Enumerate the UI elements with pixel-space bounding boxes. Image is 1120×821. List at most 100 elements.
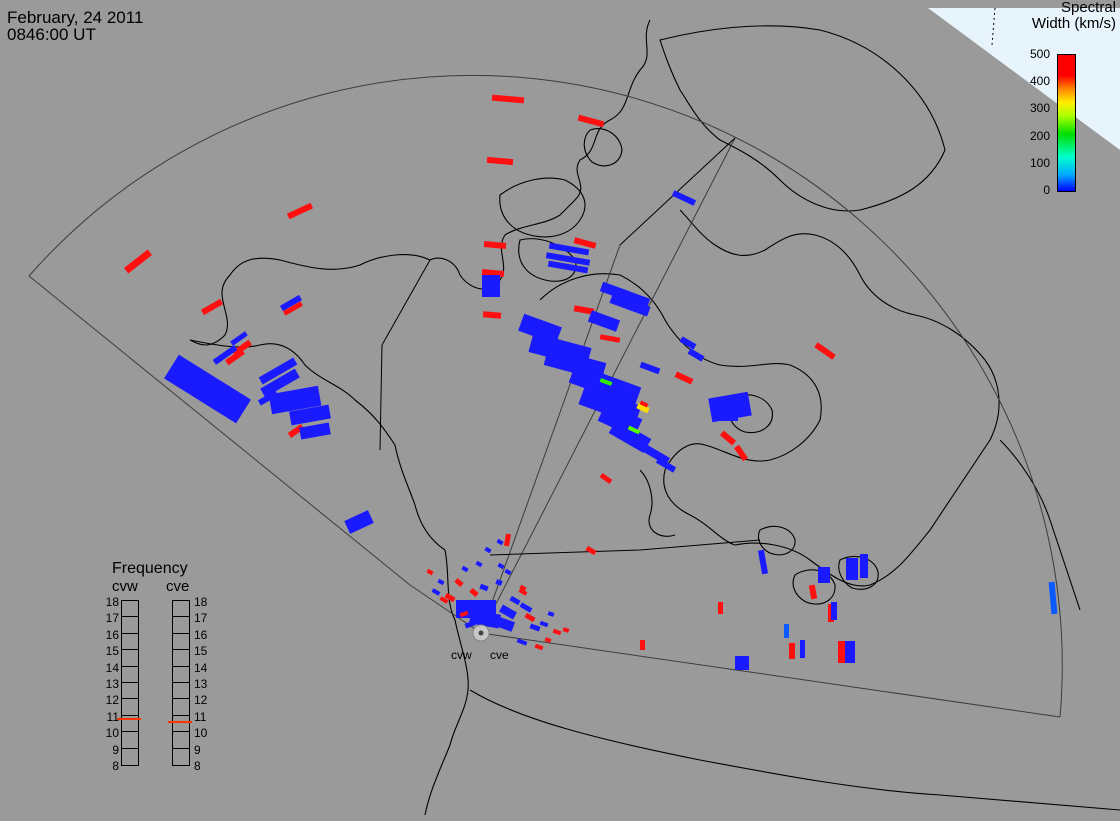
echo-cell	[831, 602, 837, 620]
echo-cell	[640, 443, 670, 465]
frequency-cell	[173, 683, 189, 700]
echo-cell	[547, 611, 555, 617]
frequency-cell	[122, 617, 138, 634]
colorbar-tick-label: 400	[1029, 74, 1050, 89]
echo-cell	[687, 348, 705, 362]
frequency-scale-label: 14	[105, 660, 119, 675]
freq-label-cve: cve	[166, 578, 190, 595]
echo-cell	[491, 94, 525, 104]
echo-cell	[573, 305, 595, 315]
echo-cell	[299, 422, 331, 440]
echo-cell	[459, 610, 469, 618]
echo-cell	[845, 641, 855, 663]
echo-cell	[232, 339, 252, 357]
colorbar-tick-label: 500	[1029, 47, 1050, 61]
echo-cell	[627, 425, 641, 435]
frequency-scale-label: 16	[194, 627, 208, 642]
date-label: February, 24 2011	[7, 8, 144, 27]
frequency-scale-label: 9	[194, 742, 201, 757]
freq-label-cvw: cvw	[112, 578, 138, 595]
frequency-scale-label: 16	[105, 627, 119, 642]
echo-cell	[518, 313, 562, 345]
echo-cell	[547, 260, 589, 274]
frequency-scale-label: 15	[105, 644, 119, 659]
echo-cell	[608, 419, 652, 453]
frequency-scale-label: 17	[194, 611, 208, 626]
radar-echoes	[124, 94, 1058, 670]
borders	[379, 137, 761, 556]
echo-cell	[486, 156, 514, 166]
echo-cell	[504, 568, 512, 576]
echo-cell	[544, 637, 552, 643]
colorbar-tick-label: 0	[1043, 183, 1050, 197]
echo-cell	[454, 578, 464, 587]
frequency-scale-label: 10	[105, 726, 119, 741]
frequency-column	[121, 600, 139, 766]
echo-cell	[639, 361, 661, 375]
frequency-marker	[117, 718, 141, 721]
colorbar-title-line2: Width (km/s)	[1031, 15, 1116, 32]
echo-cell	[499, 604, 517, 620]
echo-cell	[719, 430, 737, 446]
echo-cell	[482, 311, 502, 319]
echo-cell	[524, 612, 536, 623]
echo-cell	[481, 269, 505, 277]
frequency-scale-label: 10	[194, 726, 208, 741]
frequency-cell	[122, 749, 138, 765]
echo-cell	[516, 638, 528, 646]
frequency-scale-label: 14	[194, 660, 208, 675]
echo-cell	[599, 473, 613, 484]
frequency-scale-label: 12	[105, 693, 119, 708]
colorbar-tick-label: 300	[1029, 101, 1050, 116]
frequency-column	[172, 600, 190, 766]
echo-cell	[1048, 581, 1058, 615]
echo-cell	[860, 554, 868, 578]
colorbar-tick-label: 200	[1029, 128, 1050, 143]
time-label: 0846:00 UT	[7, 25, 96, 44]
echo-cell	[733, 444, 749, 462]
echo-cell	[789, 643, 795, 659]
echo-cell	[636, 402, 650, 414]
echo-cell	[519, 584, 527, 592]
echo-cell	[509, 595, 521, 606]
frequency-cell	[173, 749, 189, 765]
echo-cell	[539, 620, 549, 628]
echo-cell	[431, 588, 441, 596]
echo-cell	[344, 510, 374, 534]
echo-cell	[519, 602, 533, 613]
frequency-scale-label: 8	[194, 759, 201, 773]
frequency-cell	[173, 601, 189, 618]
echo-cell	[437, 578, 445, 586]
echo-cell	[257, 390, 279, 406]
site-label-cve: cve	[490, 648, 509, 662]
echo-cell	[671, 190, 697, 206]
echo-cell	[483, 241, 507, 249]
frequency-scale-label: 15	[194, 644, 208, 659]
frequency-scale-label: 13	[194, 677, 208, 691]
frequency-scale-label: 17	[105, 611, 119, 626]
echo-cell	[548, 242, 590, 256]
echo-cell	[718, 405, 738, 421]
colorbar-gradient	[1057, 54, 1076, 192]
echo-cell	[260, 368, 300, 398]
frequency-cell	[122, 634, 138, 651]
frequency-scale-label: 13	[105, 677, 119, 691]
echo-cell	[279, 294, 303, 312]
echo-cell	[489, 614, 515, 632]
echo-cell	[545, 252, 591, 266]
echo-cell	[674, 371, 694, 385]
colorbar-title-line1: Spectral	[1060, 0, 1116, 16]
frequency-cell	[173, 667, 189, 683]
echo-cell	[469, 588, 479, 597]
echo-cell	[482, 275, 500, 297]
colorbar-title: Spectral Width (km/s)	[1006, 0, 1116, 32]
echo-cell	[286, 202, 314, 220]
echo-cell	[495, 579, 503, 586]
echo-cell	[679, 336, 697, 350]
echo-cell	[124, 249, 152, 274]
echo-cell	[287, 423, 305, 439]
frequency-cell	[122, 732, 138, 749]
frequency-scale-label: 18	[105, 595, 119, 609]
echo-cell	[640, 640, 645, 650]
